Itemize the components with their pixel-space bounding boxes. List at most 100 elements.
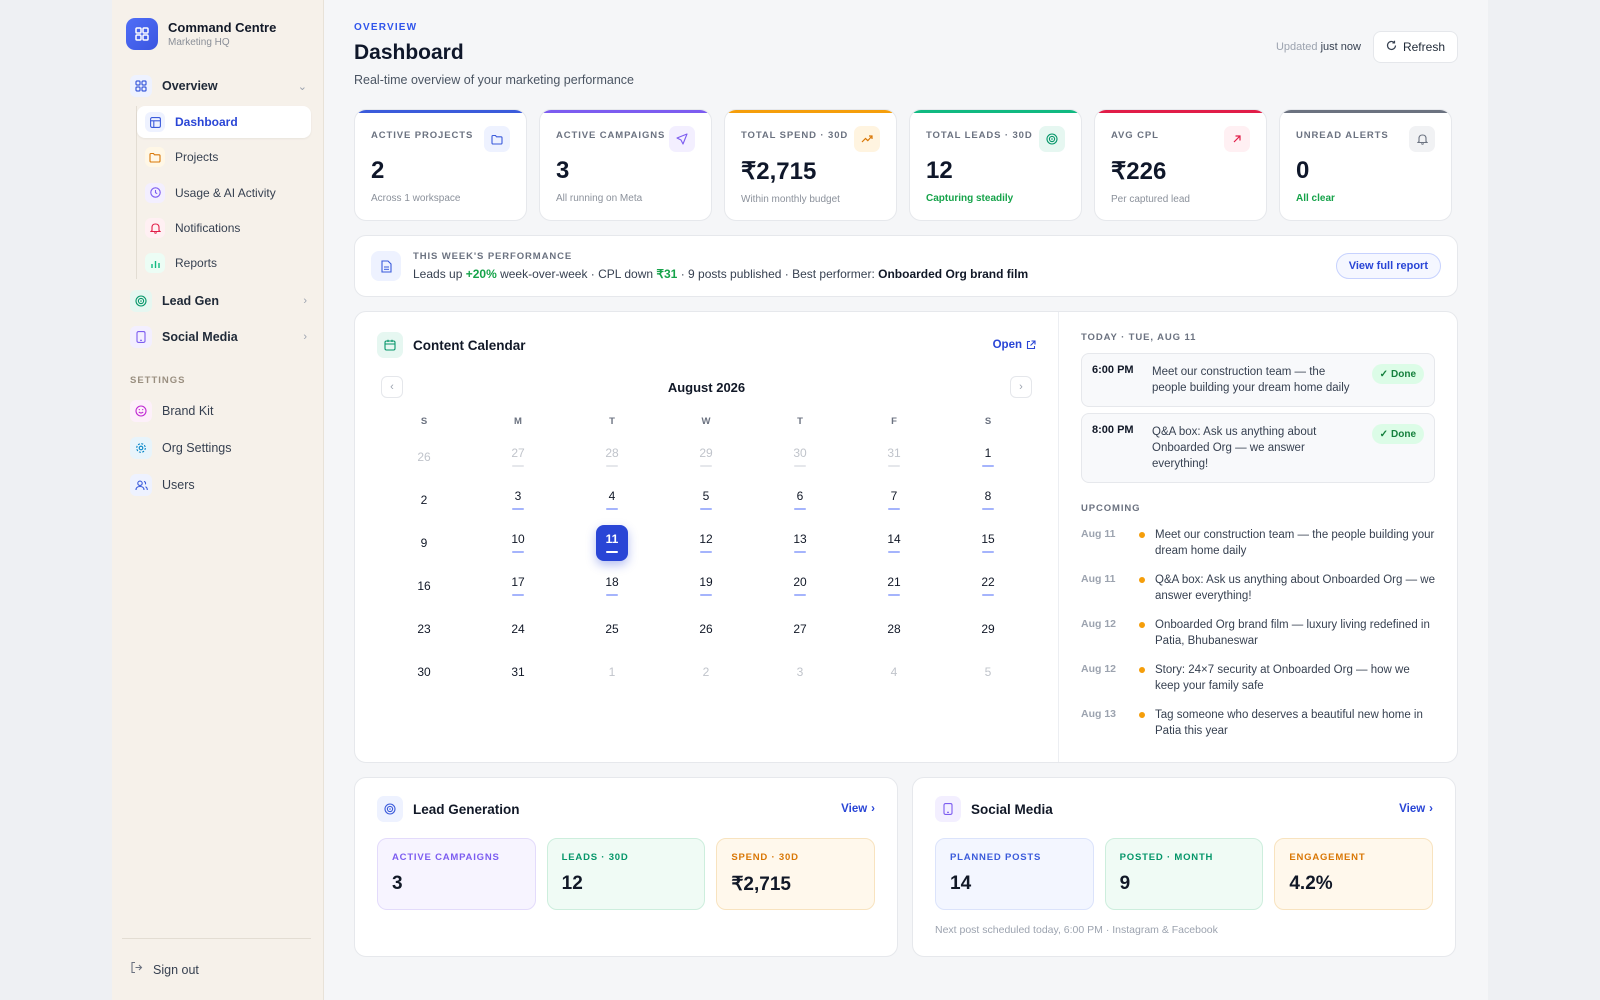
- stat-tile-active-campaigns[interactable]: ACTIVE CAMPAIGNS 3: [377, 838, 536, 910]
- lead-generation-card: Lead Generation View › ACTIVE CAMPAIGNS 3…: [354, 777, 898, 957]
- calendar-day[interactable]: 20: [753, 564, 847, 607]
- sidebar-item-brand-kit[interactable]: Brand Kit: [126, 394, 311, 428]
- today-post[interactable]: 6:00 PM Meet our construction team — the…: [1081, 353, 1435, 407]
- upcoming-item[interactable]: Aug 11 Q&A box: Ask us anything about On…: [1081, 572, 1435, 604]
- stat-tile-planned-posts[interactable]: PLANNED POSTS 14: [935, 838, 1094, 910]
- kpi-card-avg-cpl[interactable]: AVG CPL ₹226 Per captured lead: [1094, 109, 1267, 221]
- sign-out-button[interactable]: Sign out: [122, 938, 311, 1000]
- kpi-card-unread-alerts[interactable]: UNREAD ALERTS 0 All clear: [1279, 109, 1452, 221]
- calendar-day[interactable]: 6: [753, 478, 847, 521]
- next-month-button[interactable]: ›: [1010, 376, 1032, 398]
- calendar-day[interactable]: 5: [659, 478, 753, 521]
- calendar-day[interactable]: 16: [377, 564, 471, 607]
- sidebar-item-notifications[interactable]: Notifications: [137, 212, 311, 244]
- calendar-day[interactable]: 13: [753, 521, 847, 564]
- calendar-day[interactable]: 27: [471, 435, 565, 478]
- nav-group-overview[interactable]: Overview ⌄: [126, 70, 311, 102]
- stat-tile-engagement[interactable]: ENGAGEMENT 4.2%: [1274, 838, 1434, 910]
- today-post[interactable]: 8:00 PM Q&A box: Ask us anything about O…: [1081, 413, 1435, 483]
- calendar-day[interactable]: 18: [565, 564, 659, 607]
- calendar-day[interactable]: 21: [847, 564, 941, 607]
- lead-gen-view-link[interactable]: View ›: [841, 803, 875, 815]
- grid-icon: [130, 75, 152, 97]
- calendar-day[interactable]: 5: [941, 650, 1035, 693]
- calendar-day[interactable]: 31: [847, 435, 941, 478]
- page-subtitle: Real-time overview of your marketing per…: [354, 73, 634, 87]
- settings-section-label: SETTINGS: [130, 375, 186, 387]
- stat-tile-posted[interactable]: POSTED · MONTH 9: [1104, 838, 1264, 910]
- day-number: 24: [511, 621, 525, 636]
- calendar-day[interactable]: 29: [659, 435, 753, 478]
- stat-tile-spend[interactable]: SPEND · 30D ₹2,715: [716, 838, 876, 910]
- calendar-day[interactable]: 8: [941, 478, 1035, 521]
- calendar-day[interactable]: 30: [377, 650, 471, 693]
- calendar-day[interactable]: 3: [471, 478, 565, 521]
- kpi-card-active-campaigns[interactable]: ACTIVE CAMPAIGNS 3 All running on Meta: [539, 109, 712, 221]
- calendar-day[interactable]: 10: [471, 521, 565, 564]
- upcoming-item[interactable]: Aug 13 Tag someone who deserves a beauti…: [1081, 707, 1435, 739]
- calendar-day[interactable]: 12: [659, 521, 753, 564]
- calendar-day[interactable]: 22: [941, 564, 1035, 607]
- stat-tile-leads[interactable]: LEADS · 30D 12: [546, 838, 706, 910]
- tile-label: ENGAGEMENT: [1289, 852, 1366, 863]
- nav-group-social-media[interactable]: Social Media ›: [126, 321, 311, 353]
- calendar-day[interactable]: 19: [659, 564, 753, 607]
- calendar-day-today[interactable]: 11: [565, 521, 659, 564]
- calendar-day[interactable]: 27: [753, 607, 847, 650]
- calendar-day[interactable]: 26: [377, 435, 471, 478]
- kpi-label: AVG CPL: [1111, 130, 1159, 141]
- sidebar-item-usage[interactable]: Usage & AI Activity: [137, 177, 311, 209]
- calendar-day[interactable]: 14: [847, 521, 941, 564]
- calendar-day[interactable]: 17: [471, 564, 565, 607]
- calendar-day[interactable]: 31: [471, 650, 565, 693]
- kpi-card-total-spend[interactable]: TOTAL SPEND · 30D ₹2,715 Within monthly …: [724, 109, 897, 221]
- sidebar-item-projects[interactable]: Projects: [137, 141, 311, 173]
- calendar-day[interactable]: 1: [941, 435, 1035, 478]
- calendar-day[interactable]: 23: [377, 607, 471, 650]
- weekday-label: T: [609, 416, 615, 427]
- external-link-icon: [1026, 340, 1036, 350]
- upcoming-item[interactable]: Aug 11 Meet our construction team — the …: [1081, 527, 1435, 559]
- prev-month-button[interactable]: ‹: [381, 376, 403, 398]
- view-full-report-button[interactable]: View full report: [1335, 253, 1441, 279]
- day-number: 20: [793, 575, 807, 589]
- kpi-card-total-leads[interactable]: TOTAL LEADS · 30D 12 Capturing steadily: [909, 109, 1082, 221]
- calendar-day[interactable]: 4: [565, 478, 659, 521]
- calendar-day[interactable]: 30: [753, 435, 847, 478]
- open-label: Open: [992, 339, 1022, 351]
- upcoming-item[interactable]: Aug 12 Onboarded Org brand film — luxury…: [1081, 617, 1435, 649]
- calendar-day[interactable]: 24: [471, 607, 565, 650]
- bar-chart-icon: [145, 253, 165, 274]
- brand[interactable]: Command Centre Marketing HQ: [126, 18, 311, 50]
- scheduled-post-indicator: [700, 508, 712, 510]
- sidebar-item-org-settings[interactable]: Org Settings: [126, 431, 311, 465]
- calendar-day[interactable]: 4: [847, 650, 941, 693]
- calendar-day[interactable]: 25: [565, 607, 659, 650]
- scheduled-post-indicator: [888, 465, 900, 467]
- calendar-day[interactable]: 26: [659, 607, 753, 650]
- calendar-day[interactable]: 2: [377, 478, 471, 521]
- target-icon: [377, 796, 403, 822]
- calendar-day[interactable]: 9: [377, 521, 471, 564]
- upcoming-item[interactable]: Aug 12 Story: 24×7 security at Onboarded…: [1081, 662, 1435, 694]
- calendar-day[interactable]: 1: [565, 650, 659, 693]
- kpi-card-active-projects[interactable]: ACTIVE PROJECTS 2 Across 1 workspace: [354, 109, 527, 221]
- app-frame: Command Centre Marketing HQ Overview ⌄ D…: [112, 0, 1488, 1000]
- calendar-day[interactable]: 7: [847, 478, 941, 521]
- calendar-day[interactable]: 3: [753, 650, 847, 693]
- calendar-day[interactable]: 2: [659, 650, 753, 693]
- kpi-value: 0: [1296, 157, 1310, 184]
- nav-group-lead-gen[interactable]: Lead Gen ›: [126, 285, 311, 317]
- calendar-day[interactable]: 28: [565, 435, 659, 478]
- calendar-day[interactable]: 29: [941, 607, 1035, 650]
- social-view-link[interactable]: View ›: [1399, 803, 1433, 815]
- calendar-day[interactable]: 28: [847, 607, 941, 650]
- main-content: OVERVIEW Dashboard Real-time overview of…: [324, 0, 1488, 1000]
- sidebar-item-users[interactable]: Users: [126, 468, 311, 502]
- calendar-open-link[interactable]: Open: [993, 339, 1036, 351]
- sidebar-item-dashboard[interactable]: Dashboard: [137, 106, 311, 138]
- refresh-button[interactable]: Refresh: [1372, 31, 1458, 63]
- sidebar-item-reports[interactable]: Reports: [137, 247, 311, 279]
- calendar-day[interactable]: 15: [941, 521, 1035, 564]
